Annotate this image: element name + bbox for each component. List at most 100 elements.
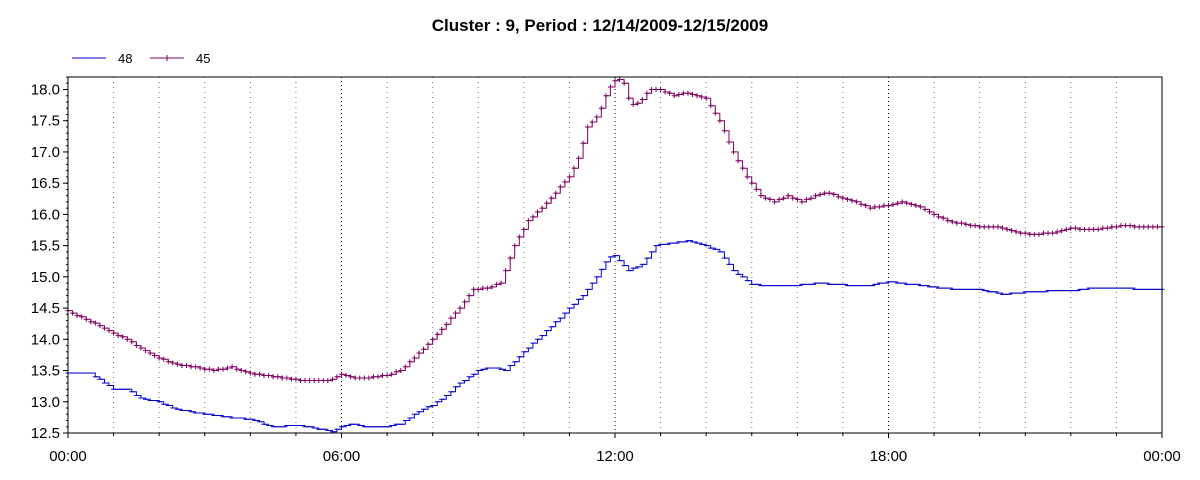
x-tick-label: 00:00: [49, 448, 87, 465]
data-point: [794, 196, 800, 202]
data-point: [466, 293, 472, 299]
data-point: [152, 353, 158, 359]
data-point: [1077, 226, 1083, 232]
x-tick-label: 00:00: [1143, 448, 1181, 465]
data-point: [357, 375, 363, 381]
data-point: [799, 199, 805, 205]
data-point: [83, 316, 89, 322]
data-point: [936, 214, 942, 220]
data-point: [97, 323, 103, 329]
data-point: [553, 190, 559, 196]
data-point: [858, 201, 864, 207]
data-point: [138, 345, 144, 351]
data-point: [872, 204, 878, 210]
data-point: [225, 365, 231, 371]
data-point: [576, 155, 582, 161]
data-point: [1154, 224, 1160, 230]
data-point: [498, 280, 504, 286]
data-point: [772, 199, 778, 205]
data-point: [211, 368, 217, 374]
data-point: [229, 364, 235, 370]
chart-title: Cluster : 9, Period : 12/14/2009-12/15/2…: [432, 16, 768, 35]
data-point: [352, 375, 358, 381]
data-point: [790, 195, 796, 201]
data-point: [963, 221, 969, 227]
data-point: [443, 321, 449, 327]
data-point: [726, 139, 732, 145]
data-point: [557, 184, 563, 190]
data-point: [1018, 230, 1024, 236]
data-point: [471, 286, 477, 292]
data-point: [184, 363, 190, 369]
data-point: [193, 364, 199, 370]
data-point: [279, 375, 285, 381]
data-point: [311, 378, 317, 384]
y-tick-label: 12.5: [31, 425, 60, 442]
data-point: [958, 220, 964, 226]
data-point: [817, 191, 823, 197]
data-point: [147, 350, 153, 356]
data-point: [585, 124, 591, 130]
data-point: [475, 286, 481, 292]
data-point: [990, 224, 996, 230]
data-point: [689, 91, 695, 97]
data-point: [535, 209, 541, 215]
data-point: [206, 366, 212, 372]
data-point: [826, 190, 832, 196]
data-point: [366, 375, 372, 381]
data-point: [539, 205, 545, 211]
y-tick-label: 15.0: [31, 269, 60, 286]
data-point: [1141, 224, 1147, 230]
data-point: [297, 378, 303, 384]
data-point: [329, 376, 335, 382]
data-point: [1132, 224, 1138, 230]
data-point: [402, 364, 408, 370]
data-point: [735, 158, 741, 164]
data-point: [343, 373, 349, 379]
data-point: [101, 325, 107, 331]
data-point: [316, 378, 322, 384]
data-point: [603, 93, 609, 99]
data-point: [644, 90, 650, 96]
data-point: [617, 76, 623, 82]
data-point: [1045, 230, 1051, 236]
data-point: [111, 330, 117, 336]
data-point: [881, 203, 887, 209]
data-point: [1145, 224, 1151, 230]
data-point: [712, 110, 718, 116]
data-point: [1040, 230, 1046, 236]
data-point: [448, 315, 454, 321]
data-point: [1027, 231, 1033, 237]
data-point: [635, 100, 641, 106]
data-point: [899, 199, 905, 205]
data-point: [566, 174, 572, 180]
data-point: [79, 314, 85, 320]
data-point: [124, 336, 130, 342]
data-point: [480, 285, 486, 291]
data-point: [293, 376, 299, 382]
data-point: [179, 363, 185, 369]
data-point: [361, 375, 367, 381]
data-point: [667, 90, 673, 96]
data-point: [389, 371, 395, 377]
data-point: [238, 368, 244, 374]
data-point: [439, 326, 445, 332]
data-point: [1050, 230, 1056, 236]
y-axis: 12.5 13.0 13.5 14.0 14.5 15.0 15.5 16.0 16.5 17.0…: [31, 76, 68, 442]
data-point: [1118, 223, 1124, 229]
data-point: [598, 105, 604, 111]
data-point: [945, 218, 951, 224]
data-point: [380, 373, 386, 379]
data-point: [307, 378, 313, 384]
data-point: [133, 343, 139, 349]
grid-lines: [113, 77, 1117, 433]
data-point: [462, 299, 468, 305]
y-tick-label: 16.5: [31, 175, 60, 192]
data-point: [70, 310, 76, 316]
data-point: [247, 370, 253, 376]
data-point: [981, 224, 987, 230]
data-point: [562, 179, 568, 185]
data-point: [156, 355, 162, 361]
data-point: [1036, 231, 1042, 237]
data-point: [120, 334, 126, 340]
